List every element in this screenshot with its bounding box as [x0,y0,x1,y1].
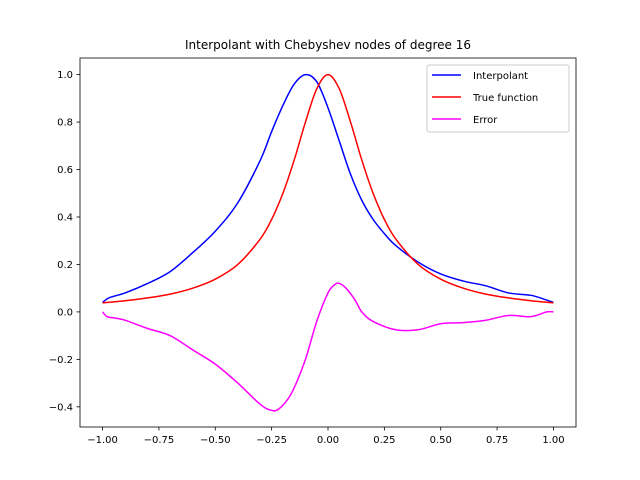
x-tick-label: 0.00 [317,435,339,446]
y-tick-label: 0.4 [57,212,73,223]
y-tick-label: −0.2 [49,355,73,366]
y-tick-label: −0.4 [49,402,73,413]
series-line-interpolant [102,73,554,304]
y-tick-label: 1.0 [57,70,73,81]
y-tick-label: 0.2 [57,260,73,271]
plot-area: −1.00 −0.75 −0.50 −0.25 0.00 0.25 0.50 0.75 1.00… [49,57,577,446]
x-tick-label: 0.50 [430,435,452,446]
x-tick-label: 0.75 [486,435,508,446]
x-tick-label: −0.75 [144,435,175,446]
x-tick-label: 1.00 [542,435,564,446]
x-tick-label: −1.00 [87,435,118,446]
series-line-true-function [102,73,554,304]
y-tick-label: 0.6 [57,165,73,176]
y-tick-label: 0.8 [57,118,73,129]
x-tick-label: −0.50 [200,435,231,446]
legend: Interpolant True function Error [426,64,570,133]
chart-title: Interpolant with Chebyshev nodes of degr… [185,38,471,52]
x-tick-label: −0.25 [256,435,287,446]
legend-label: True function [472,93,538,104]
y-tick-label: 0.0 [57,307,73,318]
legend-box [426,64,570,133]
x-tick-label: 0.25 [373,435,395,446]
series-line-error [101,282,554,412]
legend-label: Interpolant [473,71,528,82]
legend-label: Error [473,115,498,126]
